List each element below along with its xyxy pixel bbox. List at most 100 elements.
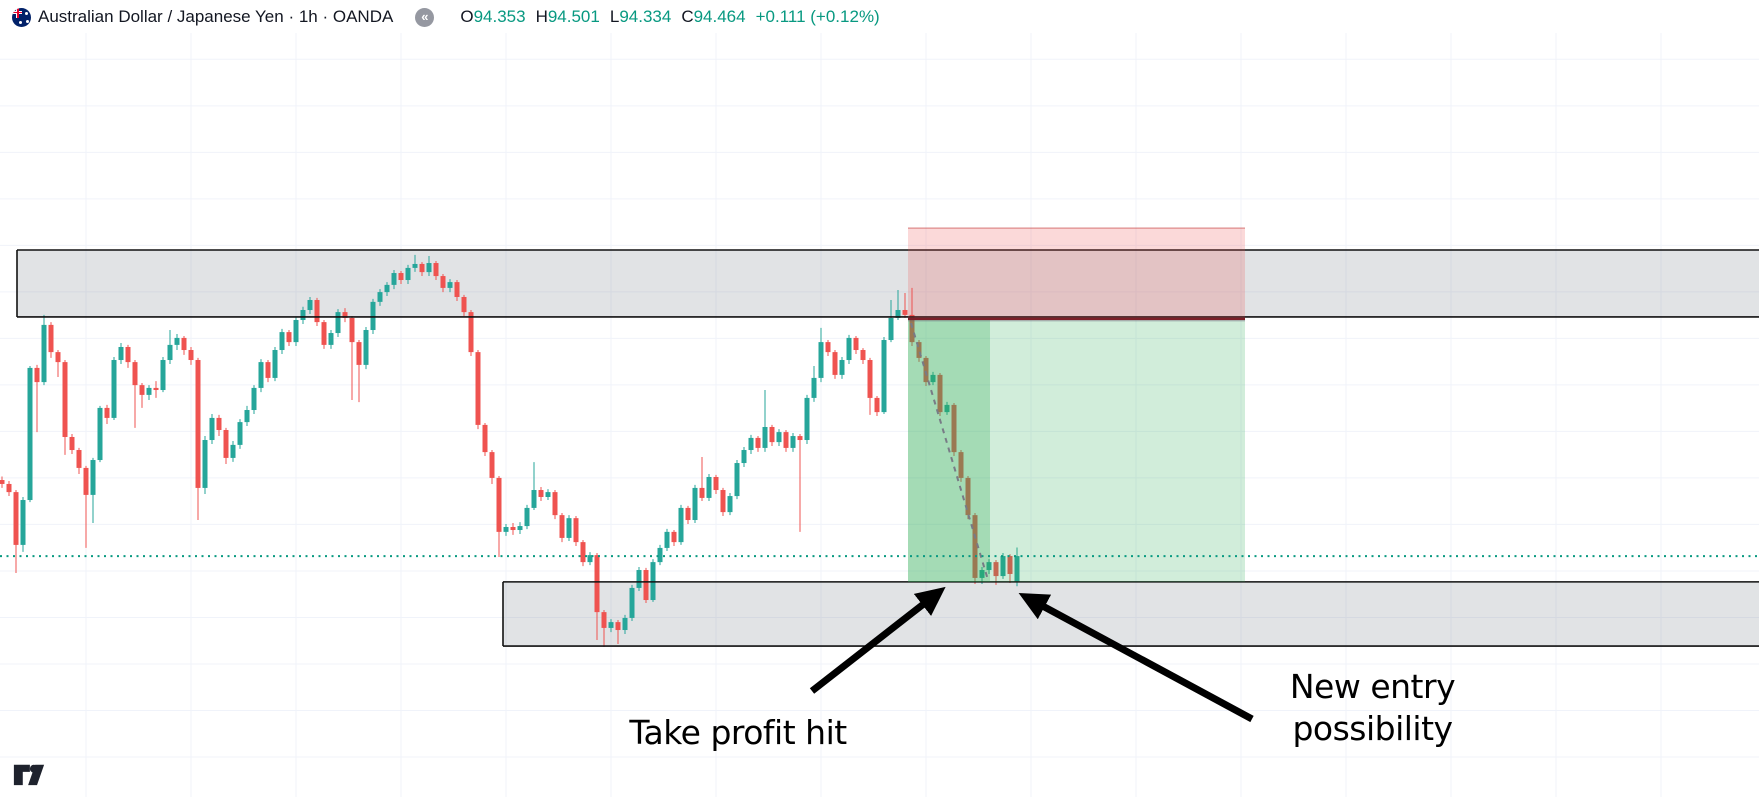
- candle-body: [671, 531, 677, 543]
- candle-body: [356, 342, 362, 365]
- symbol-name: Australian Dollar / Japanese Yen: [38, 7, 284, 26]
- position-dashed-line[interactable]: [910, 322, 989, 581]
- candle-body: [111, 360, 117, 418]
- new-entry-arrow[interactable]: [1018, 593, 1254, 723]
- candle-body: [475, 352, 481, 425]
- candle-body: [566, 518, 572, 538]
- take-profit-arrow[interactable]: [809, 586, 946, 694]
- candle-body: [832, 352, 838, 375]
- candle-body: [727, 496, 733, 513]
- take-profit-label[interactable]: Take profit hit: [629, 713, 847, 752]
- reward-box[interactable]: [908, 317, 1245, 582]
- candle-body: [279, 332, 285, 351]
- candle-body: [384, 284, 390, 293]
- candle-body: [76, 450, 82, 468]
- candle-body: [188, 350, 194, 361]
- ohlc-readout: O 94.353 H 94.501 L 94.334 C 94.464 +0.111 (…: [460, 7, 879, 27]
- candle-body: [622, 617, 628, 631]
- candle-body: [265, 362, 271, 378]
- candle-body: [839, 360, 845, 375]
- candle-body: [867, 360, 873, 398]
- candle-body: [853, 337, 859, 351]
- candle-body: [755, 437, 761, 448]
- supply-zone-fill[interactable]: [17, 250, 1759, 317]
- candle-body: [6, 483, 12, 493]
- candle-body: [321, 322, 327, 345]
- candle-body: [433, 263, 439, 277]
- candle-body: [783, 432, 789, 448]
- candle-body: [503, 526, 509, 532]
- candle-body: [538, 490, 544, 497]
- candle-body: [0, 480, 5, 484]
- candle-body: [580, 542, 586, 563]
- open-value: 94.353: [473, 7, 526, 26]
- candle-body: [83, 467, 89, 495]
- low-label: L: [609, 7, 620, 26]
- candle-body: [230, 444, 236, 458]
- candle-body: [748, 437, 754, 451]
- candle-body: [223, 430, 229, 458]
- candle-body: [97, 407, 103, 461]
- candle-body: [342, 312, 348, 318]
- candle-body: [930, 374, 936, 383]
- candle-body: [608, 622, 614, 628]
- candle-body: [559, 515, 565, 538]
- candle-body: [398, 273, 404, 281]
- candle-body: [41, 324, 47, 383]
- low-value: 94.334: [619, 7, 672, 26]
- candle-body: [447, 282, 453, 288]
- candle-body: [69, 436, 75, 451]
- candle-body: [692, 487, 698, 521]
- candle-body: [573, 518, 579, 543]
- candle-body: [706, 476, 712, 498]
- replay-back-icon[interactable]: «: [415, 7, 435, 27]
- candle-body: [496, 477, 502, 532]
- candle-body: [664, 531, 670, 548]
- candle-body: [545, 492, 551, 497]
- candle-body: [132, 362, 138, 386]
- demand-zone-fill[interactable]: [503, 581, 1759, 647]
- candle-body: [153, 387, 159, 391]
- candle-body: [699, 487, 705, 498]
- candle-body: [195, 360, 201, 488]
- candle-body: [174, 337, 180, 345]
- candle-body: [391, 273, 397, 285]
- candle-body: [937, 374, 943, 413]
- candle-body: [895, 310, 901, 318]
- candle-body: [944, 404, 950, 413]
- risk-box[interactable]: [908, 228, 1245, 318]
- candle-body: [237, 422, 243, 445]
- candle-body: [251, 387, 257, 411]
- high-value: 94.501: [547, 7, 600, 26]
- candle-body: [825, 342, 831, 353]
- candle-body: [426, 263, 432, 273]
- symbol-interval-exchange: · 1h · OANDA: [288, 7, 394, 26]
- candle-body: [972, 515, 978, 578]
- candle-body: [20, 500, 26, 545]
- candle-body: [587, 555, 593, 563]
- candle-body: [916, 342, 922, 358]
- tradingview-logo[interactable]: [13, 762, 45, 787]
- candle-body: [629, 587, 635, 618]
- high-label: H: [535, 7, 548, 26]
- candle-body: [951, 404, 957, 453]
- candle-body: [202, 440, 208, 488]
- candle-body: [125, 346, 131, 363]
- candle-body: [769, 426, 775, 443]
- candle-body: [923, 357, 929, 383]
- candle-body: [902, 310, 908, 315]
- australia-flag-icon: [12, 7, 31, 27]
- candle-body: [615, 622, 621, 631]
- candle-body: [62, 362, 68, 437]
- new-entry-label[interactable]: New entry possibility: [1240, 666, 1505, 750]
- candle-body: [146, 387, 152, 395]
- candle-body: [552, 492, 558, 516]
- candle-body: [167, 344, 173, 361]
- candle-body: [1000, 556, 1006, 577]
- candle-body: [181, 337, 187, 351]
- candle-body: [216, 417, 222, 431]
- candle-body: [272, 350, 278, 378]
- open-label: O: [460, 7, 474, 26]
- symbol-title[interactable]: Australian Dollar / Japanese Yen · 1h · …: [38, 7, 393, 27]
